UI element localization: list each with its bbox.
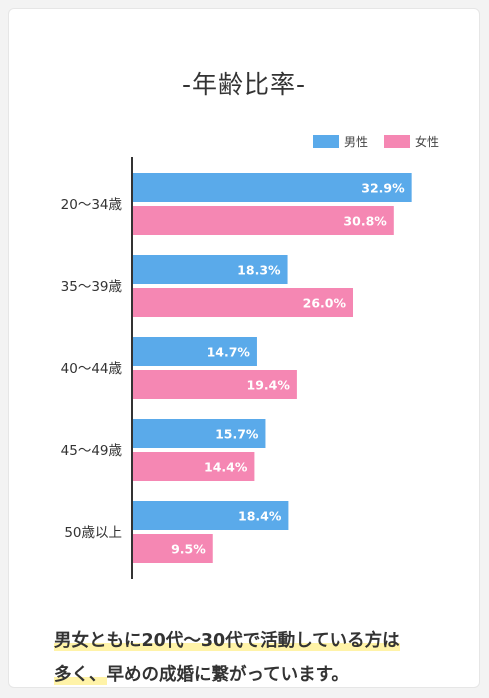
bar-female (132, 206, 394, 235)
bar-chart: 20〜34歳 32.9% 30.8% 35〜39歳 18.3% 26.0% 40〜44歳 14… (61, 157, 412, 579)
bar-male (132, 337, 257, 366)
category-label: 40〜44歳 (61, 361, 123, 377)
footer-text: 男女ともに20代〜30代で活動している方は 多く、早めの成婚に繋がっています。 (54, 624, 454, 687)
bar-male (132, 173, 412, 202)
category-label: 20〜34歳 (61, 197, 123, 213)
footer-highlight: 多く、 (54, 665, 107, 685)
legend-label-male: 男性 (344, 134, 369, 149)
legend-swatch-male (313, 134, 339, 148)
legend-item-female: 女性 (384, 133, 439, 150)
data-label: 18.3% (237, 263, 281, 278)
data-label: 30.8% (343, 214, 387, 229)
chart-title: -年齢比率- (181, 70, 307, 99)
data-label: 32.9% (361, 181, 405, 196)
footer-line-2: 早めの成婚に繋がっています。 (106, 665, 349, 685)
data-label: 14.4% (204, 460, 248, 475)
chart-legend: 男性 女性 (313, 133, 455, 149)
legend-swatch-female (384, 134, 411, 148)
data-label: 9.5% (171, 542, 206, 557)
bar-female (132, 370, 297, 399)
bar-male (132, 501, 289, 530)
bar-female (132, 534, 213, 563)
legend-item-male: 男性 (313, 133, 368, 150)
bar-male (132, 255, 288, 284)
data-label: 26.0% (303, 296, 347, 311)
data-label: 19.4% (247, 378, 291, 393)
category-label: 50歳以上 (64, 525, 122, 541)
footer-line-1: 男女ともに20代〜30代で活動している方は (54, 631, 400, 651)
data-label: 14.7% (207, 345, 251, 360)
bar-female (132, 288, 353, 317)
data-label: 15.7% (215, 427, 259, 442)
category-label: 45〜49歳 (61, 443, 123, 459)
bar-male (132, 419, 266, 448)
category-label: 35〜39歳 (61, 279, 123, 295)
legend-label-female: 女性 (415, 134, 440, 149)
data-label: 18.4% (238, 509, 282, 524)
chart-card: -年齢比率- 男性 女性 20〜34歳 32.9% 30.8% 35〜39歳 18.3%… (8, 8, 480, 688)
bar-female (132, 452, 255, 481)
